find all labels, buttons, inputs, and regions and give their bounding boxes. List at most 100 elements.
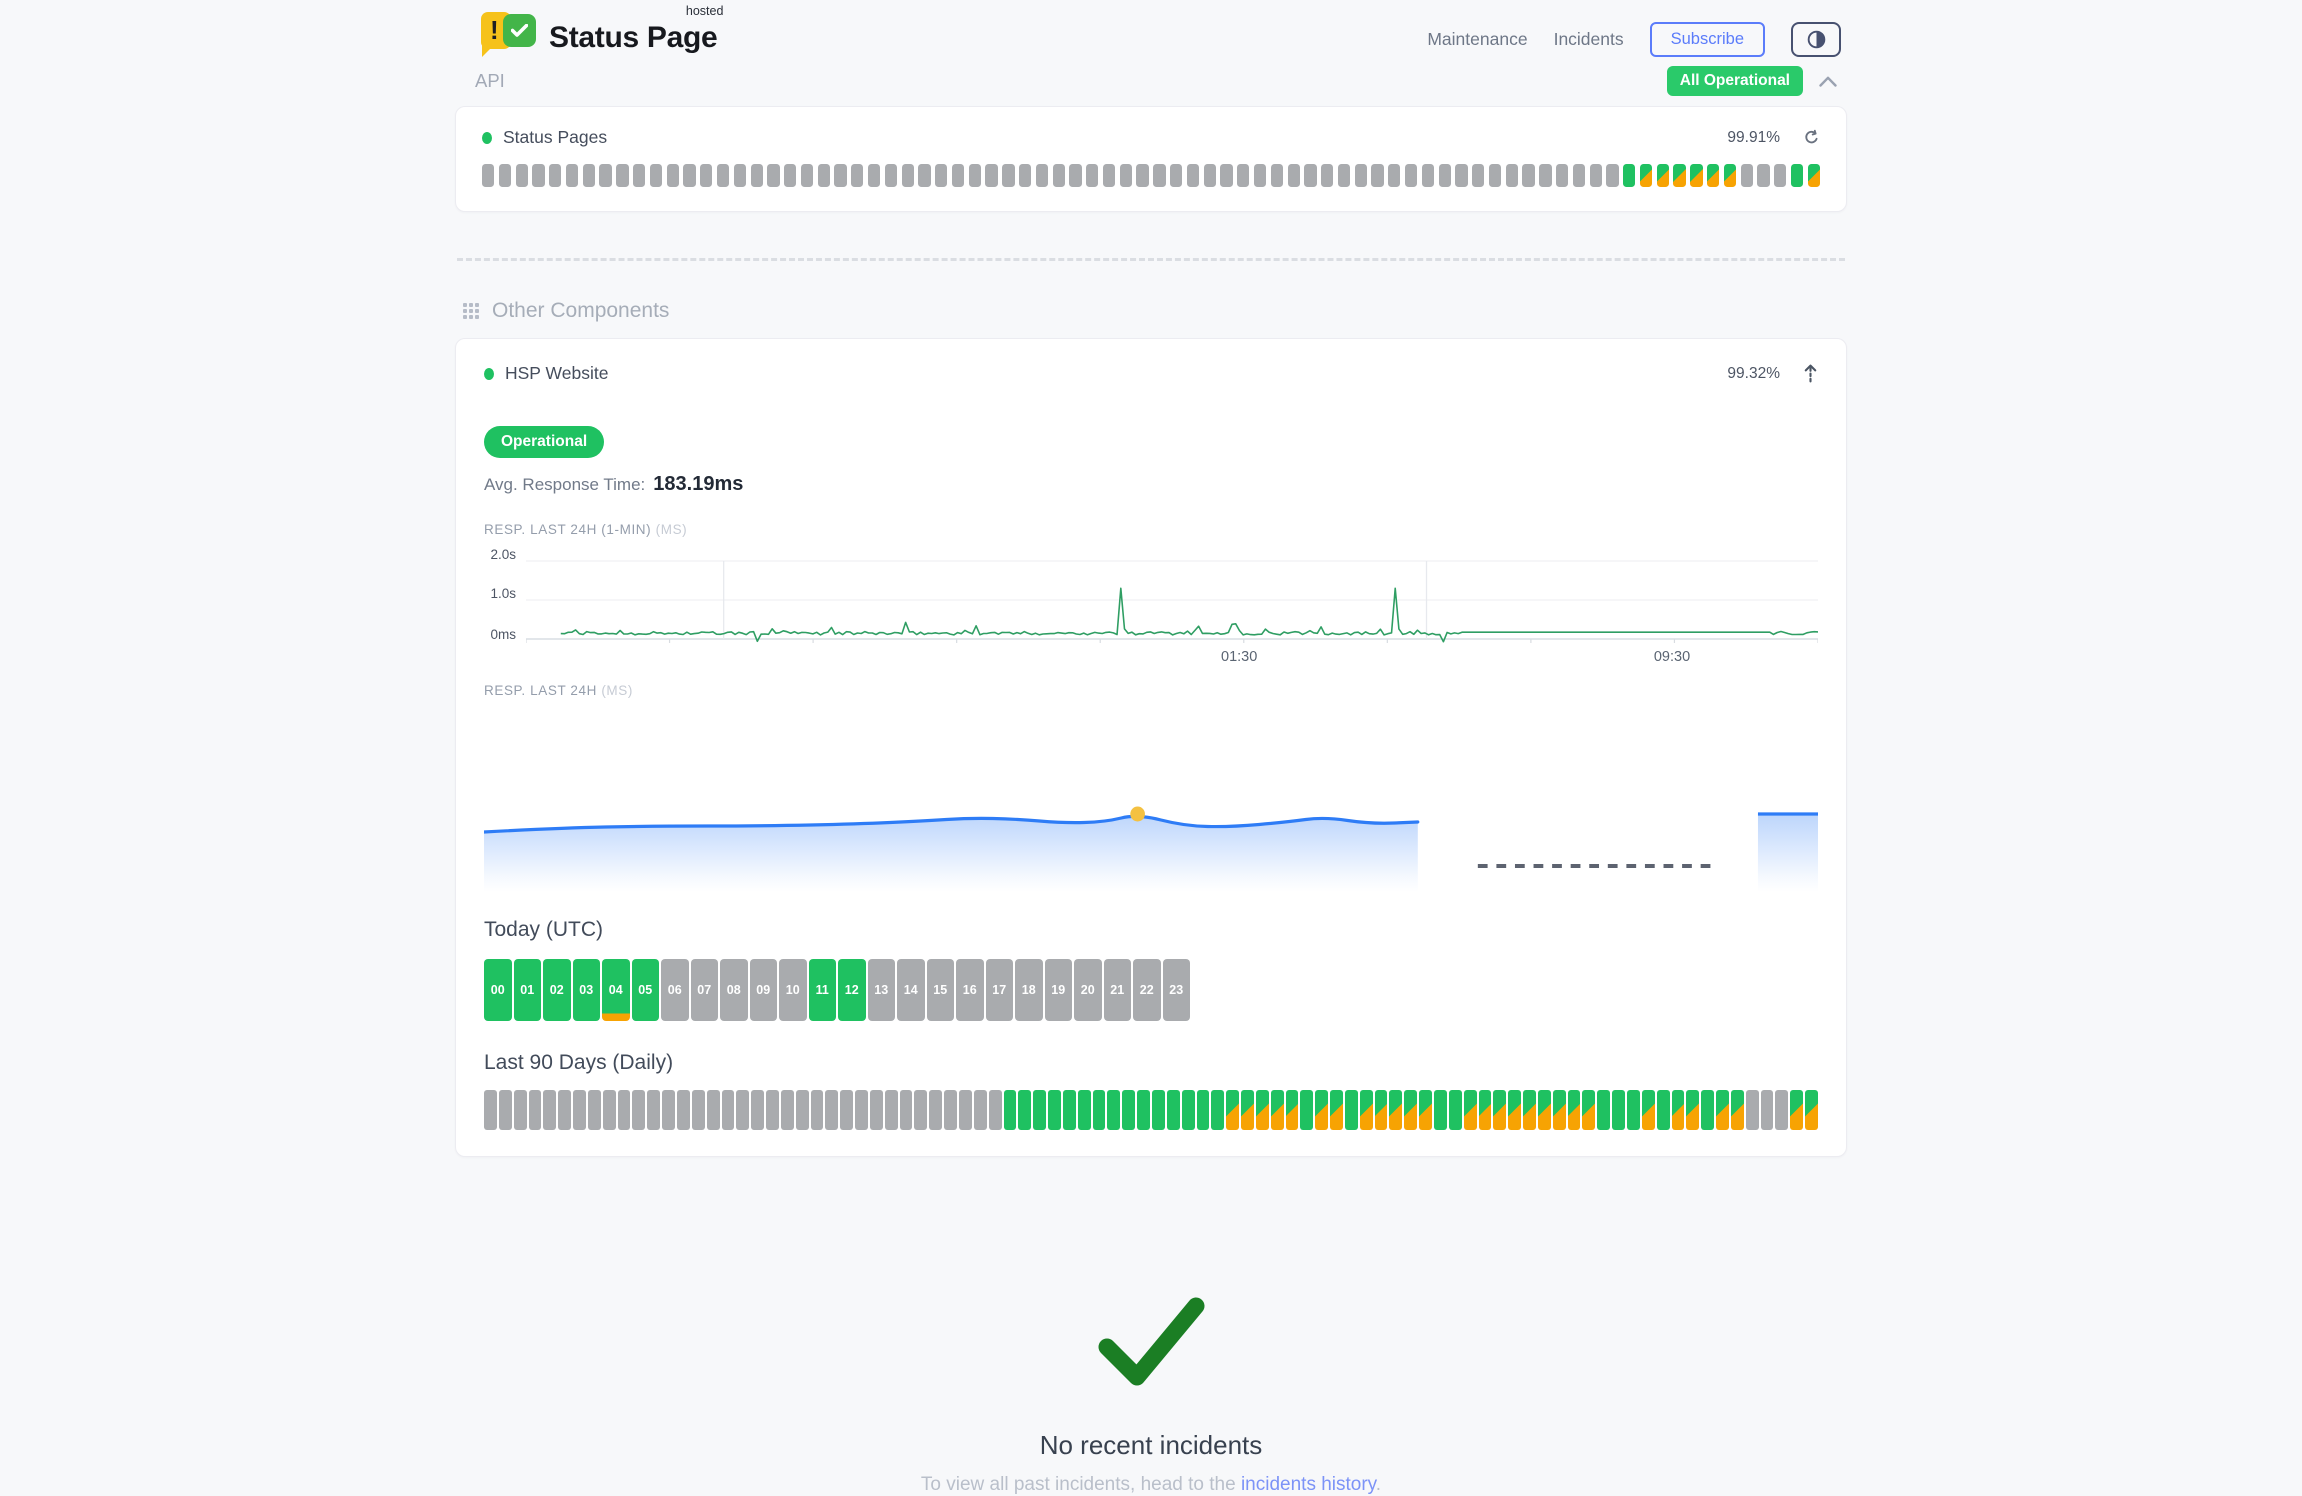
uptime-bar-cell[interactable] (599, 164, 612, 187)
uptime-bar-cell[interactable] (1052, 164, 1065, 187)
uptime-bar-cell[interactable] (1673, 164, 1686, 187)
uptime-bar-cell[interactable] (929, 1090, 943, 1130)
uptime-bar-cell[interactable] (1255, 1090, 1269, 1130)
uptime-bar-cell[interactable] (1300, 1090, 1314, 1130)
uptime-bar-cell[interactable] (1388, 164, 1401, 187)
uptime-bar-cell[interactable] (1448, 1090, 1462, 1130)
hour-cell[interactable]: 12 (838, 959, 866, 1021)
uptime-bar-cell[interactable] (1745, 1090, 1759, 1130)
uptime-bar-cell[interactable] (602, 1090, 616, 1130)
hour-cell[interactable]: 21 (1103, 959, 1131, 1021)
uptime-bar-cell[interactable] (1774, 164, 1787, 187)
uptime-bar-cell[interactable] (973, 1090, 987, 1130)
uptime-bar-cell[interactable] (1002, 164, 1015, 187)
uptime-bar-cell[interactable] (1371, 164, 1384, 187)
uptime-bar-cell[interactable] (1775, 1090, 1789, 1130)
uptime-bar-cell[interactable] (1196, 1090, 1210, 1130)
uptime-bar-cell[interactable] (528, 1090, 542, 1130)
response-area-chart[interactable] (484, 754, 1818, 894)
uptime-bar-cell[interactable] (1478, 1090, 1492, 1130)
uptime-bar-cell[interactable] (840, 1090, 854, 1130)
uptime-bar-cell[interactable] (666, 164, 679, 187)
uptime-bar-cell[interactable] (1069, 164, 1082, 187)
uptime-bar-cell[interactable] (1285, 1090, 1299, 1130)
uptime-bar-cell[interactable] (884, 1090, 898, 1130)
uptime-bar-cell[interactable] (676, 1090, 690, 1130)
uptime-bar-cell[interactable] (1623, 164, 1636, 187)
uptime-bar-cell[interactable] (482, 164, 495, 187)
theme-toggle-button[interactable] (1791, 22, 1841, 57)
uptime-bar-cell[interactable] (1181, 1090, 1195, 1130)
hour-cell[interactable]: 01 (513, 959, 541, 1021)
uptime-bar-cell[interactable] (1330, 1090, 1343, 1130)
uptime-bar-cell[interactable] (1019, 164, 1032, 187)
uptime-bar-cell[interactable] (1790, 164, 1804, 187)
hour-cell[interactable]: 11 (808, 959, 836, 1021)
hour-cell[interactable]: 08 (720, 959, 748, 1021)
uptime-bar-cell[interactable] (951, 164, 965, 187)
uptime-bar-cell[interactable] (1253, 164, 1267, 187)
uptime-bar-cell[interactable] (1522, 164, 1535, 187)
uptime-bar-cell[interactable] (1572, 164, 1586, 187)
uptime-bar-cell[interactable] (582, 164, 595, 187)
uptime-bar-cell[interactable] (1656, 1090, 1670, 1130)
uptime-bar-cell[interactable] (647, 1090, 661, 1130)
uptime-bar-cell[interactable] (1488, 164, 1502, 187)
uptime-bar-cell[interactable] (1062, 1090, 1076, 1130)
uptime-bar-cell[interactable] (1419, 1090, 1432, 1130)
hour-cell[interactable]: 07 (690, 959, 718, 1021)
uptime-bar-cell[interactable] (1122, 1090, 1136, 1130)
hour-cell[interactable]: 14 (897, 959, 925, 1021)
uptime-bar-cell[interactable] (1612, 1090, 1625, 1130)
uptime-bar-cell[interactable] (780, 1090, 794, 1130)
uptime-bar-cell[interactable] (721, 1090, 735, 1130)
uptime-bar-cell[interactable] (1315, 1090, 1329, 1130)
uptime-bar-cell[interactable] (633, 164, 646, 187)
uptime-bar-cell[interactable] (901, 164, 914, 187)
uptime-bar-cell[interactable] (1304, 164, 1317, 187)
uptime-bar-cell[interactable] (1760, 1090, 1774, 1130)
uptime-bar-cell[interactable] (1237, 164, 1250, 187)
hour-cell[interactable]: 09 (749, 959, 777, 1021)
hour-cell[interactable]: 02 (543, 959, 571, 1021)
nav-incidents[interactable]: Incidents (1553, 29, 1624, 49)
uptime-bar-cell[interactable] (834, 164, 847, 187)
refresh-button[interactable] (1803, 129, 1820, 146)
uptime-bar-cell[interactable] (513, 1090, 527, 1130)
uptime-bar-cell[interactable] (800, 164, 814, 187)
uptime-bar-cell[interactable] (1537, 1090, 1551, 1130)
uptime-bar-cell[interactable] (565, 164, 579, 187)
uptime-bar-cell[interactable] (1455, 164, 1468, 187)
hour-cell[interactable]: 04 (602, 959, 630, 1021)
uptime-bar-cell[interactable] (884, 164, 898, 187)
uptime-bar-cell[interactable] (498, 1090, 512, 1130)
uptime-bar-cell[interactable] (1404, 1090, 1418, 1130)
uptime-bar-cell[interactable] (959, 1090, 972, 1130)
hour-cell[interactable]: 00 (484, 959, 512, 1021)
uptime-bar-cell[interactable] (736, 1090, 750, 1130)
uptime-bar-cell[interactable] (558, 1090, 572, 1130)
uptime-bar-cell[interactable] (1226, 1090, 1240, 1130)
line-chart-plot[interactable]: 01:30 09:30 (526, 551, 1818, 665)
uptime-bar-cell[interactable] (1508, 1090, 1522, 1130)
uptime-bar-cell[interactable] (817, 164, 830, 187)
uptime-bar-cell[interactable] (706, 1090, 720, 1130)
uptime-bar-cell[interactable] (1539, 164, 1552, 187)
uptime-bar-cell[interactable] (1606, 164, 1619, 187)
uptime-bar-cell[interactable] (1656, 164, 1669, 187)
uptime-bar-cell[interactable] (1153, 164, 1166, 187)
uptime-bar-cell[interactable] (1203, 164, 1216, 187)
uptime-bar-cell[interactable] (733, 164, 746, 187)
uptime-bar-cell[interactable] (855, 1090, 868, 1130)
uptime-bar-cell[interactable] (1523, 1090, 1536, 1130)
uptime-bar-cell[interactable] (1493, 1090, 1507, 1130)
hour-cell[interactable]: 22 (1133, 959, 1161, 1021)
uptime-bar-cell[interactable] (1434, 1090, 1447, 1130)
uptime-bar-cell[interactable] (751, 1090, 765, 1130)
uptime-bar-cell[interactable] (784, 164, 797, 187)
uptime-bar-cell[interactable] (766, 1090, 779, 1130)
uptime-bar-cell[interactable] (1641, 1090, 1655, 1130)
uptime-bar-cell[interactable] (484, 1090, 497, 1130)
uptime-bar-cell[interactable] (549, 164, 562, 187)
incidents-history-link[interactable]: incidents history (1240, 1474, 1376, 1495)
